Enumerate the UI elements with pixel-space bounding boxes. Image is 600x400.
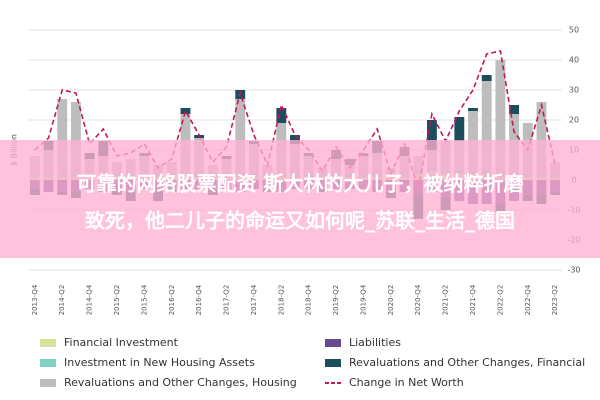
x-tick-label: 2019-Q4 bbox=[359, 284, 367, 315]
bar-segment bbox=[468, 108, 478, 111]
bar-segment bbox=[509, 105, 520, 114]
bar-segment bbox=[70, 102, 81, 174]
legend-label: Investment in New Housing Assets bbox=[64, 356, 255, 369]
bar-segment bbox=[536, 102, 547, 174]
x-tick-label: 2020-Q4 bbox=[414, 284, 422, 315]
bar-segment bbox=[481, 75, 492, 81]
legend-swatch bbox=[40, 359, 56, 367]
x-tick-label: 2019-Q2 bbox=[332, 285, 340, 316]
x-tick-label: 2022-Q4 bbox=[524, 284, 532, 315]
x-tick-label: 2014-Q2 bbox=[58, 285, 66, 316]
x-tick-label: 2015-Q4 bbox=[140, 284, 148, 315]
bar-segment bbox=[180, 108, 191, 114]
y-tick-label: -30 bbox=[567, 266, 580, 275]
legend-swatch bbox=[40, 339, 56, 347]
bar-segment bbox=[235, 99, 246, 174]
overlay-text: 致死，他二儿子的命运又如何呢_苏联_生活_德国 bbox=[85, 209, 515, 233]
legend-label: Revaluations and Other Changes, Financia… bbox=[349, 356, 585, 369]
legend-label: Change in Net Worth bbox=[349, 376, 464, 389]
x-tick-label: 2013-Q4 bbox=[31, 284, 39, 315]
legend-label: Financial Investment bbox=[64, 336, 179, 349]
legend-swatch bbox=[40, 379, 56, 387]
x-tick-label: 2022-Q2 bbox=[496, 285, 504, 316]
x-tick-label: 2017-Q2 bbox=[223, 285, 231, 316]
x-tick-label: 2023-Q2 bbox=[551, 285, 559, 316]
x-tick-label: 2021-Q4 bbox=[469, 284, 477, 315]
x-tick-label: 2017-Q4 bbox=[250, 284, 258, 315]
legend-label: Revaluations and Other Changes, Housing bbox=[64, 376, 297, 389]
bar-segment bbox=[481, 81, 492, 171]
bar-segment bbox=[276, 108, 287, 123]
x-tick-label: 2021-Q2 bbox=[442, 285, 450, 316]
x-tick-label: 2018-Q2 bbox=[277, 285, 285, 316]
y-tick-label: 20 bbox=[569, 116, 579, 125]
x-tick-label: 2018-Q4 bbox=[305, 284, 313, 315]
legend-swatch bbox=[325, 359, 341, 367]
y-tick-label: 40 bbox=[569, 56, 579, 65]
x-tick-label: 2014-Q4 bbox=[86, 284, 94, 315]
legend-swatch bbox=[325, 339, 341, 347]
x-tick-label: 2015-Q2 bbox=[113, 285, 121, 316]
bar-segment bbox=[426, 120, 437, 150]
y-tick-label: 30 bbox=[569, 86, 579, 95]
bar-segment bbox=[454, 117, 465, 141]
overlay-text: 可靠的网络股票配资 斯大林的大儿子，被纳粹折磨 bbox=[77, 172, 524, 196]
overlay-band bbox=[0, 140, 600, 258]
bar-segment bbox=[495, 60, 506, 174]
x-tick-label: 2020-Q2 bbox=[387, 285, 395, 316]
bar-segment bbox=[57, 99, 68, 174]
x-tick-label: 2016-Q4 bbox=[195, 284, 203, 315]
legend-label: Liabilities bbox=[349, 336, 401, 349]
x-tick-label: 2016-Q2 bbox=[168, 285, 176, 316]
net-worth-line bbox=[34, 50, 556, 190]
bar-segment bbox=[290, 135, 300, 144]
y-tick-label: 50 bbox=[569, 26, 579, 35]
